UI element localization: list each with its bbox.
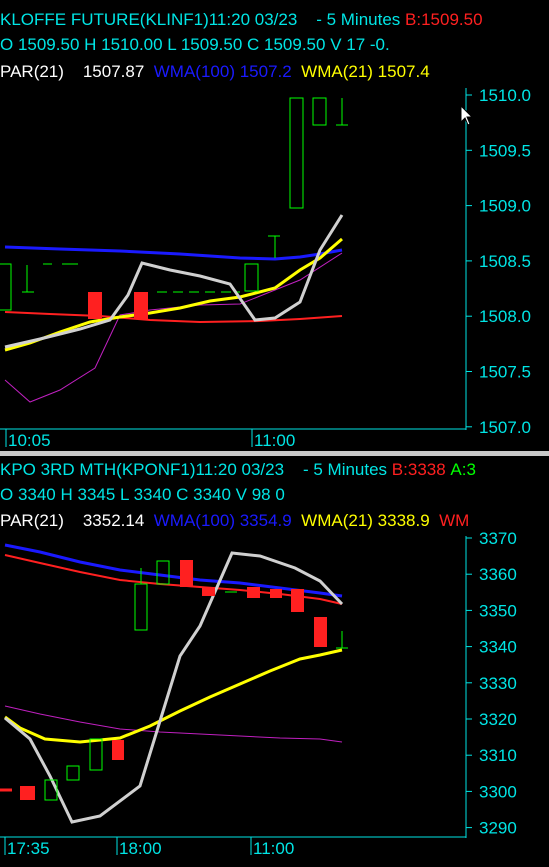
candle [289,97,304,209]
y-tick-label: 1509.0 [479,197,531,216]
ohlc-readout: O 3340 H 3345 L 3340 C 3340 V 98 0 [0,485,285,504]
candle [270,589,282,598]
par-label: PAR(21) [0,511,64,530]
par-line [4,551,344,824]
indicator-legend: PAR(21) 1507.87 WMA(100) 1507.2 WMA(21) … [0,62,430,82]
candle [112,740,124,760]
y-tick-label: 1509.5 [479,141,531,160]
chart-panel-bottom[interactable]: 3370 3360 3350 3340 3330 3320 3310 3300 3290 17:… [0,456,549,867]
candle [312,97,327,126]
instrument-title: KPO 3RD MTH(KPONF1)11:20 03/23 [0,460,285,479]
y-tick-label: 3350 [479,601,517,620]
chart-canvas-top[interactable]: 1510.0 1509.5 1509.0 1508.5 1508.0 1507.5 1507… [0,0,549,452]
chart-panel-top[interactable]: 1510.0 1509.5 1509.0 1508.5 1508.0 1507.5 1507… [0,0,549,452]
magenta-line [4,705,343,743]
candle [66,765,80,781]
x-tick-label: 17:35 [7,839,50,858]
candle [20,786,35,800]
y-tick-label: 3290 [479,819,517,838]
par-line [4,214,344,349]
wm-label: WM [439,511,470,530]
y-tick-label: 3310 [479,746,517,765]
panel-divider[interactable] [0,451,549,456]
bid-label: B:3338 [391,460,446,479]
candle [88,292,102,319]
ask-label: A:3 [450,460,476,479]
x-tick-label: 11:00 [253,839,294,858]
y-tick-label: 3300 [479,782,517,801]
wma21-label: WMA(21) 1507.4 [301,62,430,81]
y-tick-label: 3320 [479,710,517,729]
wma21-line [4,237,343,352]
y-tick-label: 3330 [479,674,517,693]
x-tick-label: 18:00 [119,839,162,858]
candle [314,617,327,647]
candle [134,292,148,319]
interval-label: - 5 Minutes [316,10,401,29]
candle [291,589,304,612]
candles-bottom [0,560,348,801]
y-tick-label: 3340 [479,638,517,657]
instrument-title: KLOFFE FUTURE(KLINF1)11:20 03/23 [0,10,298,29]
red-average-line [4,311,343,324]
y-tick-label: 1510.0 [479,86,531,105]
chart-header-line1: KPO 3RD MTH(KPONF1)11:20 03/23 - 5 Minut… [0,460,476,480]
wma21-label: WMA(21) 3338.9 [301,511,430,530]
x-tick-label: 10:05 [8,431,51,450]
bid-label: B:1509.50 [405,10,483,29]
candle [180,560,193,587]
candle [202,587,215,596]
candles-top [0,97,348,319]
x-tick-label: 11:00 [254,431,295,450]
candle [247,587,260,598]
interval-label: - 5 Minutes [302,460,388,479]
par-value: 1507.87 [82,62,145,81]
y-tick-label: 1507.0 [479,418,531,437]
wma100-label: WMA(100) 3354.9 [153,511,292,530]
candle [156,560,170,585]
y-tick-label: 1507.5 [479,363,531,382]
wma100-line [4,543,343,598]
candle [89,738,103,771]
wma100-label: WMA(100) 1507.2 [153,62,292,81]
candle [134,583,148,631]
candle [44,779,58,801]
chart-header-line1: KLOFFE FUTURE(KLINF1)11:20 03/23 - 5 Min… [0,10,483,30]
magenta-line [4,252,343,403]
candle [0,263,12,311]
par-value: 3352.14 [82,511,145,530]
y-tick-label: 3360 [479,565,517,584]
par-label: PAR(21) [0,62,64,81]
ohlc-readout: O 1509.50 H 1510.00 L 1509.50 C 1509.50 … [0,35,390,54]
y-tick-label: 1508.5 [479,252,531,271]
wma100-line [4,245,343,261]
candle [244,263,259,292]
mouse-cursor-icon [460,104,474,126]
indicator-legend: PAR(21) 3352.14 WMA(100) 3354.9 WMA(21) … [0,511,469,531]
y-tick-label: 1508.0 [479,307,531,326]
y-tick-label: 3370 [479,529,517,548]
chart-canvas-bottom[interactable]: 3370 3360 3350 3340 3330 3320 3310 3300 3290 17:… [0,456,549,867]
wma21-line [4,648,343,744]
